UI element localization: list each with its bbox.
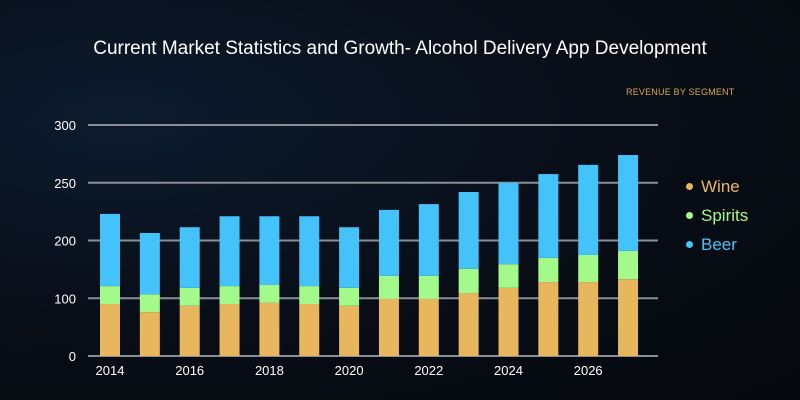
x-tick-label: 2016 (175, 363, 204, 378)
bar-beer-2015 (139, 232, 160, 295)
bar-spirits-2026 (578, 254, 599, 283)
bar-wine-2027 (618, 279, 639, 356)
bar-wine-2020 (339, 305, 360, 356)
bar-beer-2023 (458, 191, 479, 269)
x-tick-label: 2022 (414, 363, 443, 378)
bar-wine-2016 (179, 305, 200, 356)
x-tick-label: 2026 (574, 363, 603, 378)
bar-spirits-2025 (538, 257, 559, 283)
bar-wine-2015 (139, 312, 160, 356)
x-tick-label: 2020 (335, 363, 364, 378)
legend-item-spirits[interactable]: Spirits (686, 201, 748, 230)
bar-wine-2021 (378, 298, 399, 356)
y-tick-label: 200 (54, 234, 76, 249)
bar-wine-2014 (100, 304, 120, 356)
x-tick-label: 2018 (255, 363, 284, 378)
y-tick-label: 0 (69, 349, 76, 364)
spirits-dot-icon (686, 212, 693, 219)
bar-spirits-2024 (498, 264, 519, 288)
legend-label: Beer (701, 234, 737, 254)
bar-beer-2024 (498, 182, 519, 265)
legend-label: Wine (701, 176, 740, 196)
chart-title: Current Market Statistics and Growth- Al… (93, 38, 707, 59)
y-tick-label: 100 (54, 291, 76, 306)
bar-wine-2025 (538, 282, 559, 356)
y-tick-label: 300 (54, 118, 76, 133)
bar-wine-2018 (259, 302, 280, 356)
bar-beer-2025 (538, 174, 559, 258)
bar-wine-2022 (418, 298, 439, 356)
bar-spirits-2018 (259, 284, 280, 303)
bar-spirits-2017 (219, 286, 240, 305)
bar-beer-2017 (219, 216, 240, 287)
bar-spirits-2015 (139, 294, 160, 313)
bar-wine-2024 (498, 287, 519, 356)
bar-spirits-2021 (378, 275, 399, 299)
bar-spirits-2019 (299, 286, 320, 305)
bar-spirits-2027 (618, 250, 639, 280)
bar-beer-2027 (618, 155, 639, 251)
bar-spirits-2022 (418, 275, 439, 299)
beer-dot-icon (686, 241, 693, 248)
bar-spirits-2023 (458, 268, 479, 294)
legend-item-beer[interactable]: Beer (686, 230, 748, 259)
bar-spirits-2014 (100, 286, 120, 305)
bar-beer-2021 (378, 209, 399, 276)
bar-spirits-2016 (179, 287, 200, 306)
bar-spirits-2020 (339, 287, 360, 306)
bar-wine-2019 (299, 304, 320, 356)
chart-subtitle: REVENUE BY SEGMENT (626, 87, 735, 97)
bar-beer-2022 (418, 204, 439, 276)
bar-beer-2014 (100, 213, 120, 287)
bar-wine-2023 (458, 293, 479, 356)
y-tick-label: 250 (54, 176, 76, 191)
legend: Wine Spirits Beer (686, 172, 748, 259)
bar-wine-2026 (578, 282, 599, 356)
bar-beer-2026 (578, 164, 599, 255)
bar-wine-2017 (219, 304, 240, 356)
bar-beer-2016 (179, 227, 200, 288)
legend-label: Spirits (701, 205, 749, 225)
bar-beer-2018 (259, 216, 280, 285)
bar-beer-2020 (339, 227, 360, 288)
x-tick-label: 2024 (494, 363, 523, 378)
legend-item-wine[interactable]: Wine (686, 172, 748, 201)
wine-dot-icon (686, 183, 693, 190)
bar-beer-2019 (299, 216, 320, 287)
x-tick-label: 2014 (96, 363, 125, 378)
